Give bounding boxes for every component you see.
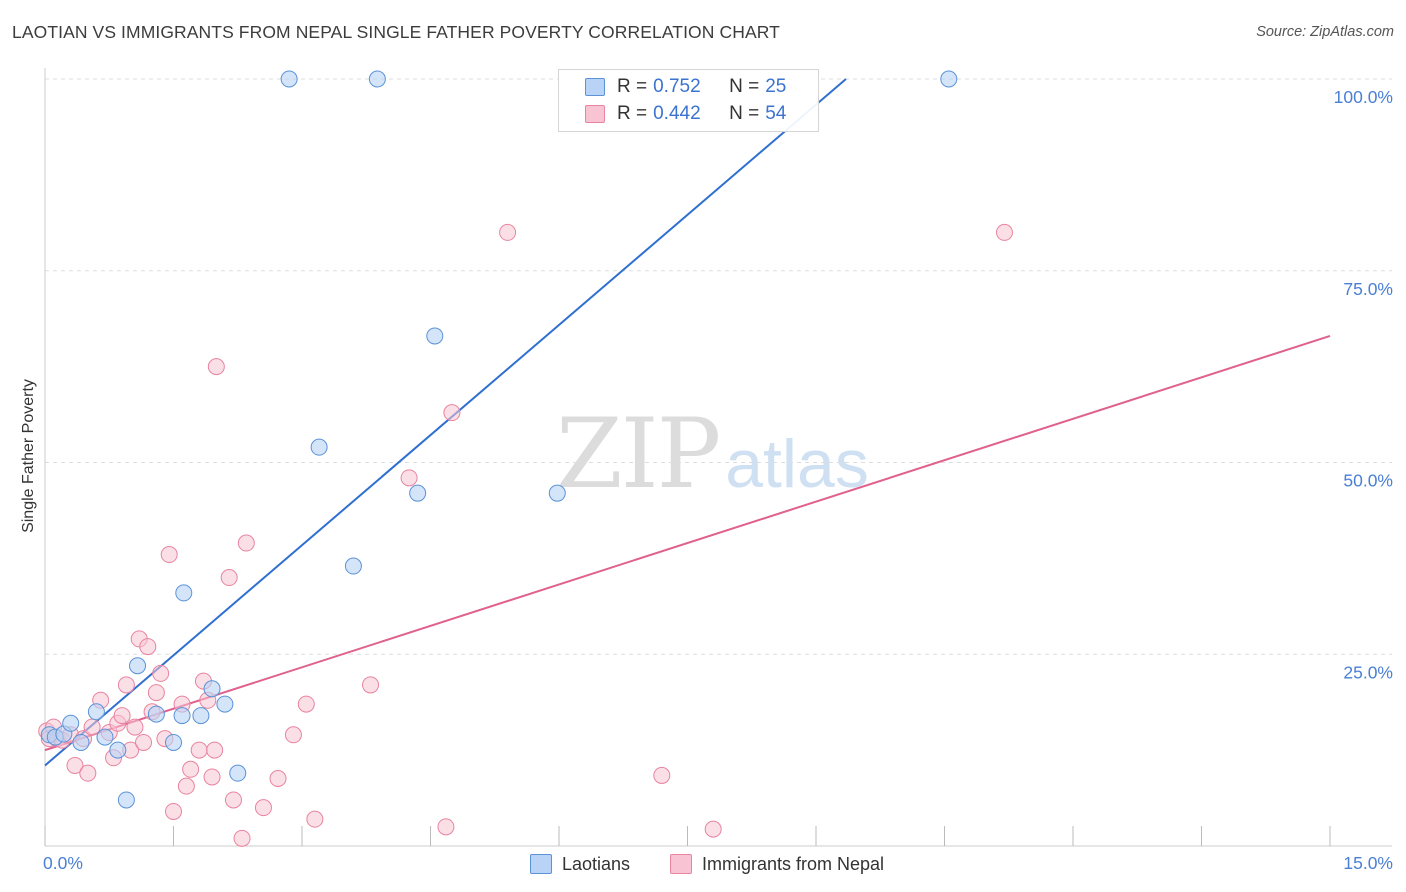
- legend-swatch-laotians: [585, 78, 605, 96]
- data-point-laotians: [173, 707, 191, 725]
- data-point-laotians: [192, 707, 210, 725]
- data-point-nepal: [704, 820, 722, 838]
- bottom-legend-swatch-nepal: [670, 854, 692, 874]
- data-point-nepal: [269, 770, 287, 788]
- data-point-nepal: [437, 818, 455, 836]
- data-point-laotians: [147, 705, 165, 723]
- y-tick-label: 25.0%: [1343, 662, 1393, 682]
- data-point-nepal: [400, 469, 418, 487]
- data-point-laotians: [344, 557, 362, 575]
- y-tick-label: 75.0%: [1343, 279, 1393, 299]
- stats-legend: R = 0.752 N = 25 R = 0.442 N = 54: [558, 69, 819, 132]
- data-point-nepal: [653, 766, 671, 784]
- legend-r-label: R =: [617, 103, 648, 124]
- bottom-legend-label-laotians: Laotians: [562, 853, 631, 874]
- x-tick-label: 0.0%: [43, 853, 83, 873]
- axes: [44, 68, 1392, 847]
- data-point-laotians: [229, 764, 247, 782]
- data-point-laotians: [409, 484, 427, 502]
- series-laotians-points: [40, 70, 958, 809]
- legend-r-value: 0.442: [653, 103, 701, 124]
- data-point-nepal: [362, 676, 380, 694]
- data-point-nepal: [126, 718, 144, 736]
- trend-line-laotians: [44, 78, 847, 767]
- data-point-laotians: [129, 657, 147, 675]
- data-point-nepal: [284, 726, 302, 744]
- grid-lines: [45, 78, 1392, 655]
- data-point-nepal: [499, 223, 517, 241]
- legend-n-value: 25: [765, 76, 787, 97]
- data-point-nepal: [139, 638, 157, 656]
- y-tick-label: 50.0%: [1343, 471, 1393, 491]
- bottom-legend-nepal: Immigrants from Nepal: [670, 852, 884, 876]
- data-point-laotians: [72, 733, 90, 751]
- data-point-nepal: [66, 756, 84, 774]
- trend-line-nepal: [44, 334, 1331, 752]
- data-point-nepal: [117, 676, 135, 694]
- legend-swatch-nepal: [585, 105, 605, 123]
- data-point-laotians: [62, 714, 80, 732]
- bottom-legend-laotians: Laotians: [530, 852, 630, 876]
- bottom-legend-label-nepal: Immigrants from Nepal: [702, 853, 885, 874]
- data-point-laotians: [216, 695, 234, 713]
- data-point-nepal: [220, 569, 238, 587]
- x-tick-label: 15.0%: [1343, 853, 1393, 873]
- data-point-nepal: [224, 791, 242, 809]
- series-nepal-points: [38, 223, 1013, 847]
- data-point-nepal: [135, 733, 153, 751]
- data-point-laotians: [165, 733, 182, 751]
- source-credit: Source: ZipAtlas.com: [1256, 24, 1394, 40]
- data-point-nepal: [237, 534, 255, 552]
- data-point-nepal: [165, 802, 182, 820]
- bottom-legend-swatch-laotians: [530, 854, 552, 874]
- data-point-nepal: [177, 777, 195, 795]
- legend-n-label: N =: [729, 103, 760, 124]
- trend-lines: [44, 78, 1331, 767]
- data-point-laotians: [175, 584, 193, 602]
- data-point-nepal: [113, 707, 131, 725]
- legend-row-laotians: R = 0.752 N = 25: [585, 76, 786, 98]
- data-point-nepal: [995, 223, 1013, 241]
- data-point-laotians: [203, 680, 221, 698]
- y-tick-label: 100.0%: [1334, 87, 1393, 107]
- data-point-nepal: [190, 741, 208, 759]
- data-point-nepal: [182, 760, 200, 778]
- data-point-nepal: [160, 546, 178, 564]
- data-point-nepal: [443, 404, 461, 422]
- legend-n-value: 54: [765, 103, 787, 124]
- chart-title: LAOTIAN VS IMMIGRANTS FROM NEPAL SINGLE …: [12, 22, 780, 42]
- data-point-nepal: [207, 358, 225, 376]
- data-point-nepal: [297, 695, 315, 713]
- data-point-laotians: [109, 741, 127, 759]
- data-point-nepal: [147, 684, 165, 702]
- tick-labels: 25.0% 50.0% 75.0% 100.0% 0.0% 15.0%: [43, 87, 1393, 873]
- data-point-nepal: [152, 664, 170, 682]
- data-point-laotians: [940, 70, 958, 88]
- data-point-laotians: [87, 703, 105, 721]
- legend-r-label: R =: [617, 76, 648, 97]
- data-point-nepal: [203, 768, 221, 786]
- legend-n-label: N =: [729, 76, 760, 97]
- data-point-laotians: [280, 70, 298, 88]
- data-point-nepal: [79, 764, 97, 782]
- data-point-laotians: [426, 327, 444, 345]
- data-point-laotians: [368, 70, 386, 88]
- legend-r-value: 0.752: [653, 76, 701, 97]
- data-point-laotians: [96, 728, 114, 746]
- data-point-nepal: [206, 741, 224, 759]
- data-point-laotians: [548, 484, 566, 502]
- legend-row-nepal: R = 0.442 N = 54: [585, 103, 786, 125]
- data-point-nepal: [233, 829, 251, 847]
- data-point-nepal: [254, 799, 272, 817]
- data-point-nepal: [306, 810, 324, 828]
- data-point-laotians: [310, 438, 328, 456]
- data-point-laotians: [117, 791, 135, 809]
